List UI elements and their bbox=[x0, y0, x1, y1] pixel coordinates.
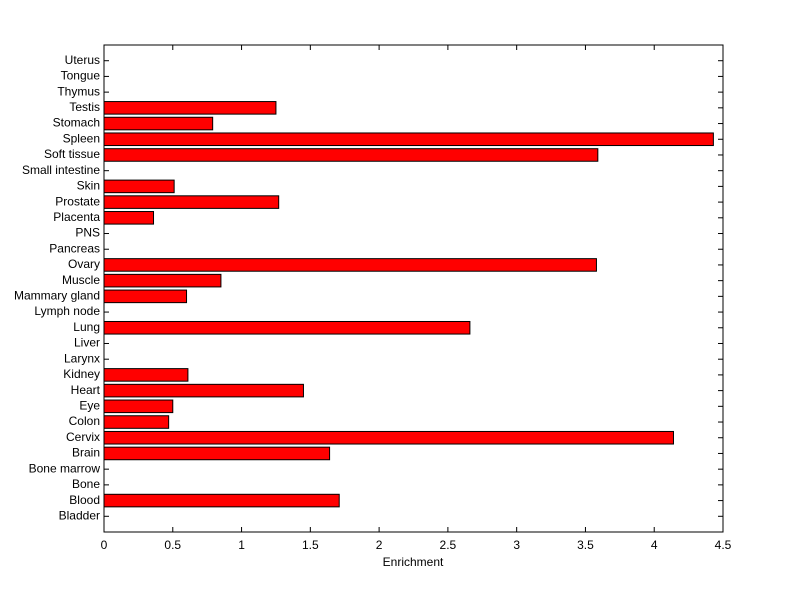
y-tick-label: Kidney bbox=[63, 367, 100, 381]
y-tick-label: Stomach bbox=[53, 116, 100, 130]
y-tick-label: Small intestine bbox=[22, 163, 100, 177]
bar bbox=[103, 493, 340, 508]
y-tick-label: Liver bbox=[74, 336, 100, 350]
y-tick-label: Testis bbox=[69, 100, 100, 114]
y-tick-label: Skin bbox=[77, 179, 100, 193]
y-tick-label: Blood bbox=[69, 493, 100, 507]
y-tick-label: Soft tissue bbox=[44, 147, 100, 161]
bar bbox=[103, 446, 331, 461]
x-tick-label: 1 bbox=[238, 538, 245, 552]
x-axis-label: Enrichment bbox=[383, 555, 444, 569]
bar bbox=[103, 289, 188, 304]
y-tick-label: Lung bbox=[73, 320, 100, 334]
bar bbox=[103, 211, 155, 225]
y-tick-label: Larynx bbox=[64, 351, 100, 365]
bar bbox=[103, 258, 597, 272]
bar bbox=[103, 148, 599, 162]
bar bbox=[103, 368, 189, 382]
y-tick-label: Prostate bbox=[55, 194, 100, 208]
y-tick-label: Brain bbox=[72, 446, 100, 460]
y-tick-label: Tongue bbox=[61, 69, 101, 83]
bar bbox=[103, 195, 280, 209]
y-tick-label: PNS bbox=[75, 226, 100, 240]
y-tick-label: Thymus bbox=[57, 84, 100, 98]
bar bbox=[103, 273, 222, 288]
bar bbox=[103, 415, 170, 429]
bar bbox=[103, 179, 175, 194]
y-tick-label: Spleen bbox=[63, 131, 100, 145]
x-tick-label: 3 bbox=[513, 538, 520, 552]
y-tick-label: Ovary bbox=[68, 257, 100, 271]
y-tick-label: Eye bbox=[79, 398, 100, 412]
y-tick-label: Bone bbox=[72, 477, 100, 491]
x-tick-label: 0 bbox=[101, 538, 108, 552]
y-tick-label: Colon bbox=[69, 414, 100, 428]
bar bbox=[103, 101, 277, 115]
bar bbox=[103, 399, 174, 414]
bar bbox=[103, 430, 674, 445]
bar bbox=[103, 383, 304, 398]
y-tick-label: Cervix bbox=[66, 430, 100, 444]
bar bbox=[103, 132, 714, 147]
bar bbox=[103, 116, 214, 131]
y-tick-label: Muscle bbox=[62, 273, 100, 287]
x-tick-label: 3.5 bbox=[577, 538, 594, 552]
x-tick-label: 1.5 bbox=[302, 538, 319, 552]
x-tick-label: 2 bbox=[376, 538, 383, 552]
bar bbox=[103, 320, 471, 335]
x-tick-label: 2.5 bbox=[440, 538, 457, 552]
y-tick-label: Bone marrow bbox=[29, 461, 101, 475]
y-tick-label: Heart bbox=[71, 383, 101, 397]
x-tick-label: 4.5 bbox=[715, 538, 732, 552]
x-tick-label: 0.5 bbox=[164, 538, 181, 552]
y-tick-label: Uterus bbox=[65, 53, 100, 67]
y-tick-label: Bladder bbox=[59, 508, 100, 522]
y-tick-label: Mammary gland bbox=[14, 289, 100, 303]
y-tick-label: Pancreas bbox=[49, 241, 100, 255]
y-tick-label: Lymph node bbox=[34, 304, 100, 318]
x-tick-label: 4 bbox=[651, 538, 658, 552]
y-tick-label: Placenta bbox=[53, 210, 100, 224]
